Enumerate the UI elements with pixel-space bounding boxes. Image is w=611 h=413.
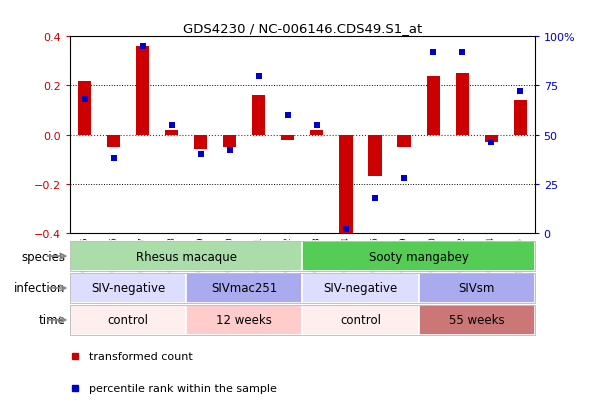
Bar [340,135,353,233]
Bar [252,96,265,135]
Bar [419,273,535,303]
Text: SIV-negative: SIV-negative [91,282,166,295]
Bar [166,131,178,135]
Bar [302,242,535,271]
Point [428,50,438,56]
Bar [368,135,381,177]
Text: control: control [340,313,381,327]
Title: GDS4230 / NC-006146.CDS49.S1_at: GDS4230 / NC-006146.CDS49.S1_at [183,21,422,35]
Bar [224,135,236,147]
Text: SIV-negative: SIV-negative [323,282,398,295]
Text: Rhesus macaque: Rhesus macaque [136,250,237,263]
Bar [136,47,149,135]
Point [138,44,148,50]
Bar [419,305,535,335]
Bar [70,242,302,271]
Text: 55 weeks: 55 weeks [448,313,505,327]
Point [486,140,496,146]
Bar [398,135,411,147]
Point [80,97,90,103]
Bar [186,305,302,335]
Bar [302,273,419,303]
Bar [310,131,323,135]
Point [254,73,264,80]
Point [225,147,235,154]
Text: SIVsm: SIVsm [458,282,495,295]
Text: percentile rank within the sample: percentile rank within the sample [89,383,277,393]
Bar [456,74,469,135]
Text: 12 weeks: 12 weeks [216,313,273,327]
Point [312,122,322,129]
Text: SIVmac251: SIVmac251 [211,282,277,295]
Bar [186,273,302,303]
Bar [485,135,497,142]
Text: control: control [108,313,149,327]
Bar [282,135,295,140]
Bar [194,135,207,150]
Bar [302,305,419,335]
Point [109,155,119,162]
Text: infection: infection [14,282,65,295]
Bar [70,273,186,303]
Point [370,195,380,202]
Bar [426,76,439,135]
Bar [78,81,91,135]
Point [457,50,467,56]
Point [341,226,351,233]
Text: species: species [21,250,65,263]
Bar [108,135,120,147]
Point [167,122,177,129]
Text: Sooty mangabey: Sooty mangabey [368,250,469,263]
Point [399,175,409,182]
Bar [70,305,186,335]
Point [515,89,525,95]
Point [196,152,206,158]
Bar [514,101,527,135]
Text: transformed count: transformed count [89,351,192,361]
Text: time: time [38,313,65,327]
Point [283,112,293,119]
